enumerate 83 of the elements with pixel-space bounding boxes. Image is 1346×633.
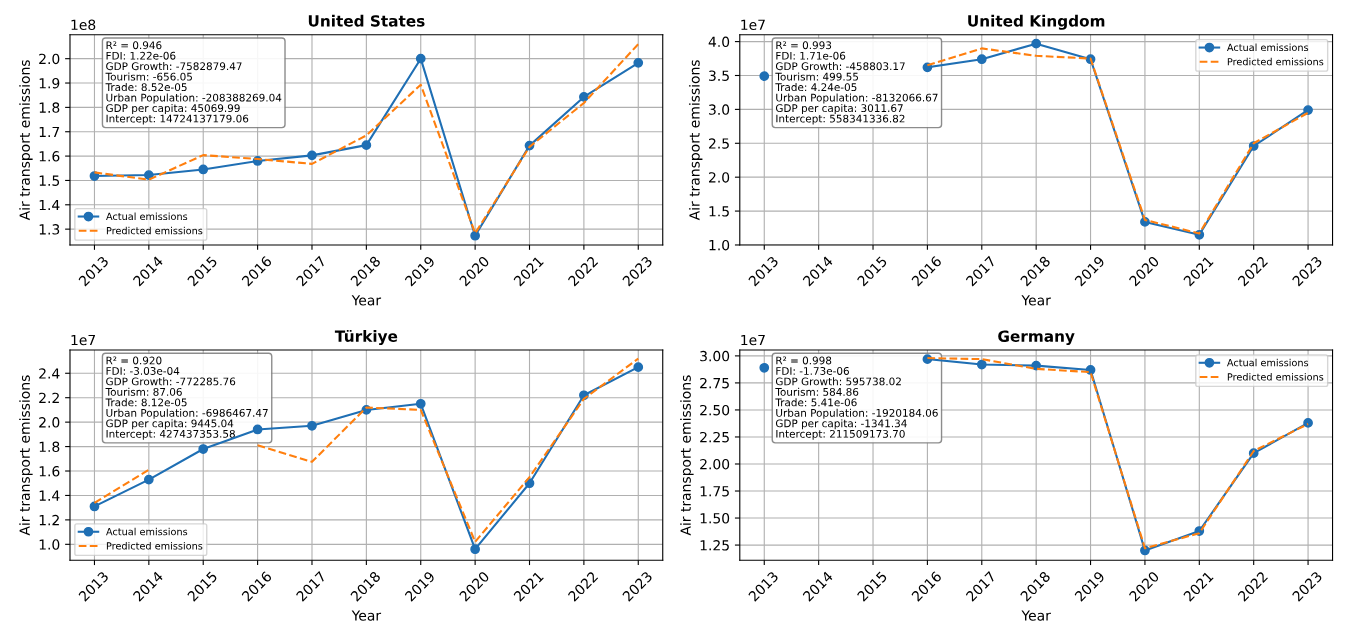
point bbox=[1303, 105, 1313, 115]
y-tick-label: 2.0 bbox=[39, 53, 60, 65]
point bbox=[470, 230, 480, 241]
x-axis-title: Year bbox=[351, 295, 382, 306]
y-axis-title: Air transport emissions bbox=[19, 60, 33, 221]
y-axis-title: Air transport emissions bbox=[688, 60, 703, 221]
y-tick-label: 1.3 bbox=[39, 224, 60, 235]
point bbox=[976, 359, 987, 370]
y-axis-title: Air transport emissions bbox=[19, 375, 33, 536]
y-tick-label: 1.0 bbox=[709, 239, 730, 251]
y-tick-label: 3.00 bbox=[700, 350, 730, 362]
point bbox=[1303, 418, 1313, 428]
chart-title: Germany bbox=[998, 330, 1075, 346]
point bbox=[198, 444, 209, 454]
point bbox=[633, 362, 644, 373]
y-tick-label: 1.7 bbox=[39, 126, 60, 138]
y-tick-label: 2.50 bbox=[700, 404, 730, 416]
annotation: R² = 0.993 FDI: 1.71e-06 GDP Growth: -458803.17 Tourism: 499.55 Trade: 4.24e-05 Urban Population: -8132066.67 GDP per capita: 3011.67 Intercept: 558341336.82 bbox=[775, 41, 938, 125]
y-tick-label: 1.9 bbox=[39, 78, 60, 89]
y-tick-label: 1.75 bbox=[700, 486, 729, 497]
y-tick-label: 2.0 bbox=[39, 417, 60, 428]
point bbox=[307, 420, 317, 431]
chart-title: Türkiye bbox=[334, 329, 398, 346]
point bbox=[307, 150, 317, 161]
y-axis-title: Air transport emissions bbox=[680, 375, 694, 536]
y-tick-label: 2.25 bbox=[700, 431, 729, 443]
point bbox=[89, 501, 100, 512]
y-tick-label: 1.4 bbox=[39, 199, 60, 211]
point bbox=[143, 170, 154, 180]
point bbox=[579, 92, 589, 102]
y-tick-label: 1.2 bbox=[39, 514, 59, 526]
y-tick-label: 1.6 bbox=[39, 465, 60, 477]
point bbox=[470, 544, 480, 555]
text: 1e7 bbox=[741, 19, 765, 31]
point bbox=[361, 140, 372, 150]
point bbox=[415, 398, 426, 409]
y-tick-label: 2.5 bbox=[709, 138, 729, 149]
point bbox=[415, 53, 426, 64]
legend-label: Actual emissions bbox=[1226, 358, 1309, 367]
point bbox=[1031, 38, 1042, 49]
y-tick-label: 2.0 bbox=[709, 172, 730, 183]
point bbox=[143, 474, 154, 485]
legend-label: Predicted emissions bbox=[1227, 57, 1324, 66]
y-tick-label: 2.00 bbox=[700, 458, 730, 470]
y-tick-label: 1.25 bbox=[700, 540, 729, 551]
y-tick-label: 1.5 bbox=[39, 175, 60, 186]
text: 1e7 bbox=[741, 334, 765, 346]
legend-label: Predicted emissions bbox=[1227, 373, 1324, 381]
y-tick-label: 1.0 bbox=[39, 539, 60, 550]
annotation: R² = 0.920 FDI: -3.03e-04 GDP Growth: -772285.76 Tourism: 87.06 Trade: 8.12e-05 Urban Population: -6986467.47 GDP per capita: 9445.04 Intercept: 427437353.58 bbox=[105, 356, 268, 440]
text: 1e7 bbox=[71, 334, 96, 346]
point bbox=[252, 424, 263, 435]
y-tick-label: 1.8 bbox=[39, 441, 60, 453]
point bbox=[1085, 365, 1096, 375]
legend-label: Actual emissions bbox=[106, 527, 188, 536]
y-tick-label: 4.0 bbox=[708, 36, 730, 48]
x-axis-title: Year bbox=[1021, 610, 1051, 621]
y-tick-label: 1.4 bbox=[39, 490, 60, 501]
y-tick-label: 1.50 bbox=[700, 513, 730, 524]
point bbox=[759, 71, 770, 82]
x-axis-title: Year bbox=[351, 610, 382, 621]
y-tick-label: 2.2 bbox=[39, 392, 59, 403]
point bbox=[759, 362, 770, 373]
legend-label: Predicted emissions bbox=[106, 542, 203, 550]
y-tick-label: 1.6 bbox=[39, 151, 60, 162]
legend-label: Actual emissions bbox=[106, 212, 188, 221]
y-tick-label: 3.0 bbox=[709, 104, 730, 115]
text: 1e8 bbox=[71, 19, 96, 31]
point bbox=[633, 57, 644, 68]
chart-title: United Kingdom bbox=[968, 14, 1105, 30]
y-tick-label: 1.5 bbox=[709, 206, 729, 217]
y-tick-label: 2.4 bbox=[39, 368, 60, 379]
y-tick-label: 3.5 bbox=[709, 70, 729, 81]
legend-label: Actual emissions bbox=[1226, 43, 1309, 52]
chart-title: United States bbox=[308, 14, 425, 27]
point bbox=[976, 54, 987, 65]
x-axis-title: Year bbox=[1021, 295, 1051, 306]
y-tick-label: 1.8 bbox=[39, 102, 60, 113]
annotation: R² = 0.998 FDI: -1.73e-06 GDP Growth: 595738.02 Tourism: 584.86 Trade: 5.41e-06 Urban Population: -1920184.06 GDP per capita: -1341.34 Intercept: 211509173.70 bbox=[775, 356, 938, 440]
annotation: R² = 0.946 FDI: 1.22e-06 GDP Growth: -7582879.47 Tourism: -656.05 Trade: 8.52e-05 Urban Population: -208388269.04 GDP per capita: 45069.99 Intercept: 14724137179.06 bbox=[105, 41, 282, 125]
legend-label: Predicted emissions bbox=[106, 226, 203, 235]
y-tick-label: 2.75 bbox=[700, 377, 729, 389]
point bbox=[198, 164, 209, 175]
